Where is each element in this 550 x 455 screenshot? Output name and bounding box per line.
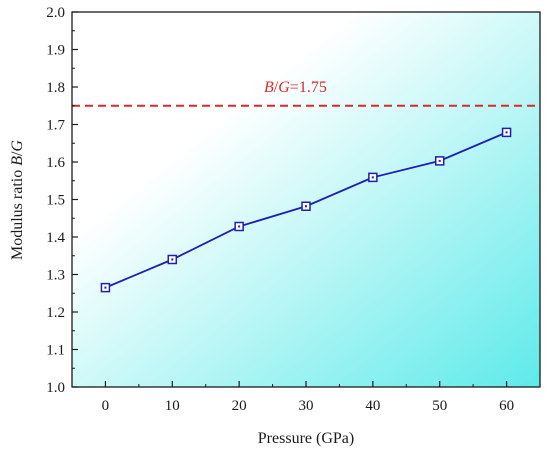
x-tick-label: 30: [299, 398, 314, 414]
y-tick-label: 1.6: [46, 155, 65, 171]
x-tick-label: 60: [499, 398, 514, 414]
data-point-center: [438, 159, 441, 162]
y-axis-title-var1: B: [9, 156, 26, 166]
data-point-center: [371, 176, 374, 179]
y-tick-label: 1.4: [46, 230, 65, 246]
y-tick-label: 1.2: [46, 305, 65, 321]
x-axis: 0 10 20 30 40 50 60: [102, 381, 514, 414]
y-tick-label: 1.8: [46, 80, 65, 96]
x-tick-label: 40: [365, 398, 380, 414]
y-tick-label: 1.1: [46, 343, 65, 359]
y-axis-title-slash: /: [9, 151, 26, 156]
x-tick-label: 20: [232, 398, 247, 414]
ref-label-rest: =1.75: [290, 79, 327, 96]
y-tick-label: 1.9: [46, 43, 65, 59]
data-point-center: [305, 205, 307, 208]
x-tick-label: 10: [165, 398, 180, 414]
ref-label-var1: B: [264, 79, 274, 96]
data-point-center: [238, 225, 241, 228]
series-group: [100, 127, 512, 293]
y-tick-label: 1.5: [46, 193, 65, 209]
y-axis-title: Modulus ratio B/G: [9, 140, 26, 260]
data-point-center: [104, 286, 107, 289]
y-axis-title-var2: G: [9, 140, 26, 152]
plot-area-background: [72, 12, 540, 387]
y-tick-label: 2.0: [46, 5, 65, 21]
y-tick-label: 1.7: [46, 118, 65, 134]
data-point-center: [171, 258, 174, 261]
ref-label-slash: /: [274, 79, 279, 96]
x-tick-label: 50: [432, 398, 447, 414]
ref-line-label: B/G=1.75: [264, 79, 327, 96]
x-tick-label: 0: [102, 398, 110, 414]
y-tick-label: 1.0: [46, 380, 65, 396]
x-axis-title: Pressure (GPa): [258, 430, 354, 447]
y-axis-title-prefix: Modulus ratio: [9, 166, 26, 260]
y-axis: 1.0 1.1 1.2 1.3 1.4 1.5 1.6 1.7 1.8 1.9 2.0: [46, 5, 78, 396]
ref-label-var2: G: [278, 79, 290, 96]
data-point-center: [505, 131, 508, 134]
y-tick-label: 1.3: [46, 268, 65, 284]
